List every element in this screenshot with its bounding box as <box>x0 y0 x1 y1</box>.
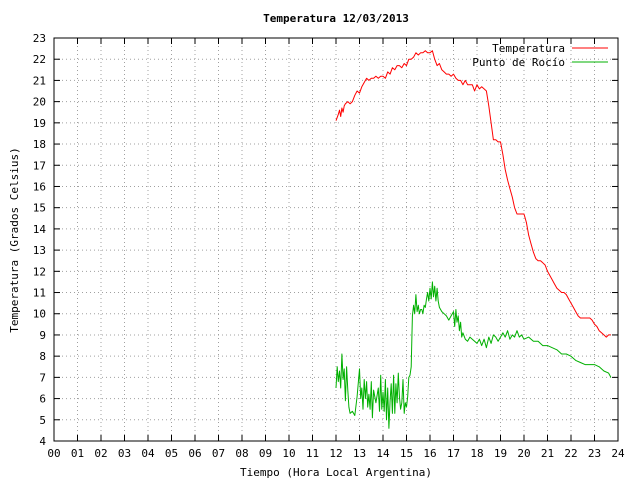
y-tick-label: 18 <box>33 138 46 151</box>
y-tick-label: 14 <box>33 223 47 236</box>
y-tick-label: 19 <box>33 117 46 130</box>
x-tick-label: 11 <box>306 447 319 460</box>
y-tick-label: 10 <box>33 308 46 321</box>
x-tick-label: 15 <box>400 447 413 460</box>
y-axis-label: Temperatura (Grados Celsius) <box>8 147 21 332</box>
x-tick-label: 13 <box>353 447 366 460</box>
plot-frame <box>53 37 619 442</box>
series-lines <box>335 50 612 429</box>
y-tick-label: 12 <box>33 265 46 278</box>
x-tick-label: 23 <box>588 447 601 460</box>
y-tick-labels: 4 5 6 7 8 9 10 11 12 13 14 15 16 17 18 19 20 21 22 23 <box>33 32 47 448</box>
x-tick-label: 01 <box>71 447 84 460</box>
x-tick-label: 18 <box>470 447 483 460</box>
axis-ticks <box>53 37 619 442</box>
y-tick-label: 16 <box>33 180 46 193</box>
x-tick-label: 08 <box>235 447 248 460</box>
y-tick-label: 5 <box>39 414 46 427</box>
x-axis-label: Tiempo (Hora Local Argentina) <box>240 466 432 479</box>
x-tick-label: 09 <box>259 447 272 460</box>
y-tick-label: 17 <box>33 159 46 172</box>
y-tick-label: 13 <box>33 244 46 257</box>
x-tick-labels: 00 01 02 03 04 05 06 07 08 09 10 11 12 13 14 15 16 17 18 19… <box>47 447 625 460</box>
legend: Temperatura Punto de Rocío <box>472 42 608 69</box>
x-tick-label: 19 <box>494 447 507 460</box>
y-tick-label: 23 <box>33 32 46 45</box>
legend-label-temperatura: Temperatura <box>492 42 565 55</box>
x-tick-label: 10 <box>282 447 295 460</box>
series-line-punto-de-rocio <box>335 281 612 429</box>
y-tick-label: 21 <box>33 74 46 87</box>
y-tick-label: 8 <box>39 350 46 363</box>
y-tick-label: 4 <box>39 435 46 448</box>
y-tick-label: 22 <box>33 53 46 66</box>
x-tick-label: 05 <box>165 447 178 460</box>
x-tick-label: 03 <box>118 447 131 460</box>
x-tick-label: 12 <box>329 447 342 460</box>
x-tick-label: 06 <box>188 447 201 460</box>
y-tick-label: 9 <box>39 329 46 342</box>
y-tick-label: 7 <box>39 371 46 384</box>
series-line-temperatura <box>335 50 611 338</box>
x-tick-label: 17 <box>447 447 460 460</box>
x-tick-label: 02 <box>94 447 107 460</box>
x-tick-label: 24 <box>611 447 625 460</box>
x-tick-label: 00 <box>47 447 60 460</box>
x-tick-label: 22 <box>564 447 577 460</box>
chart-title: Temperatura 12/03/2013 <box>263 12 409 25</box>
y-tick-label: 20 <box>33 96 46 109</box>
y-tick-label: 11 <box>33 287 46 300</box>
legend-label-punto-de-rocio: Punto de Rocío <box>472 56 565 69</box>
x-tick-label: 16 <box>423 447 436 460</box>
y-tick-label: 15 <box>33 202 46 215</box>
x-tick-label: 21 <box>541 447 554 460</box>
x-tick-label: 14 <box>376 447 390 460</box>
x-tick-label: 07 <box>212 447 225 460</box>
x-tick-label: 04 <box>141 447 155 460</box>
y-tick-label: 6 <box>39 393 46 406</box>
x-tick-label: 20 <box>517 447 530 460</box>
